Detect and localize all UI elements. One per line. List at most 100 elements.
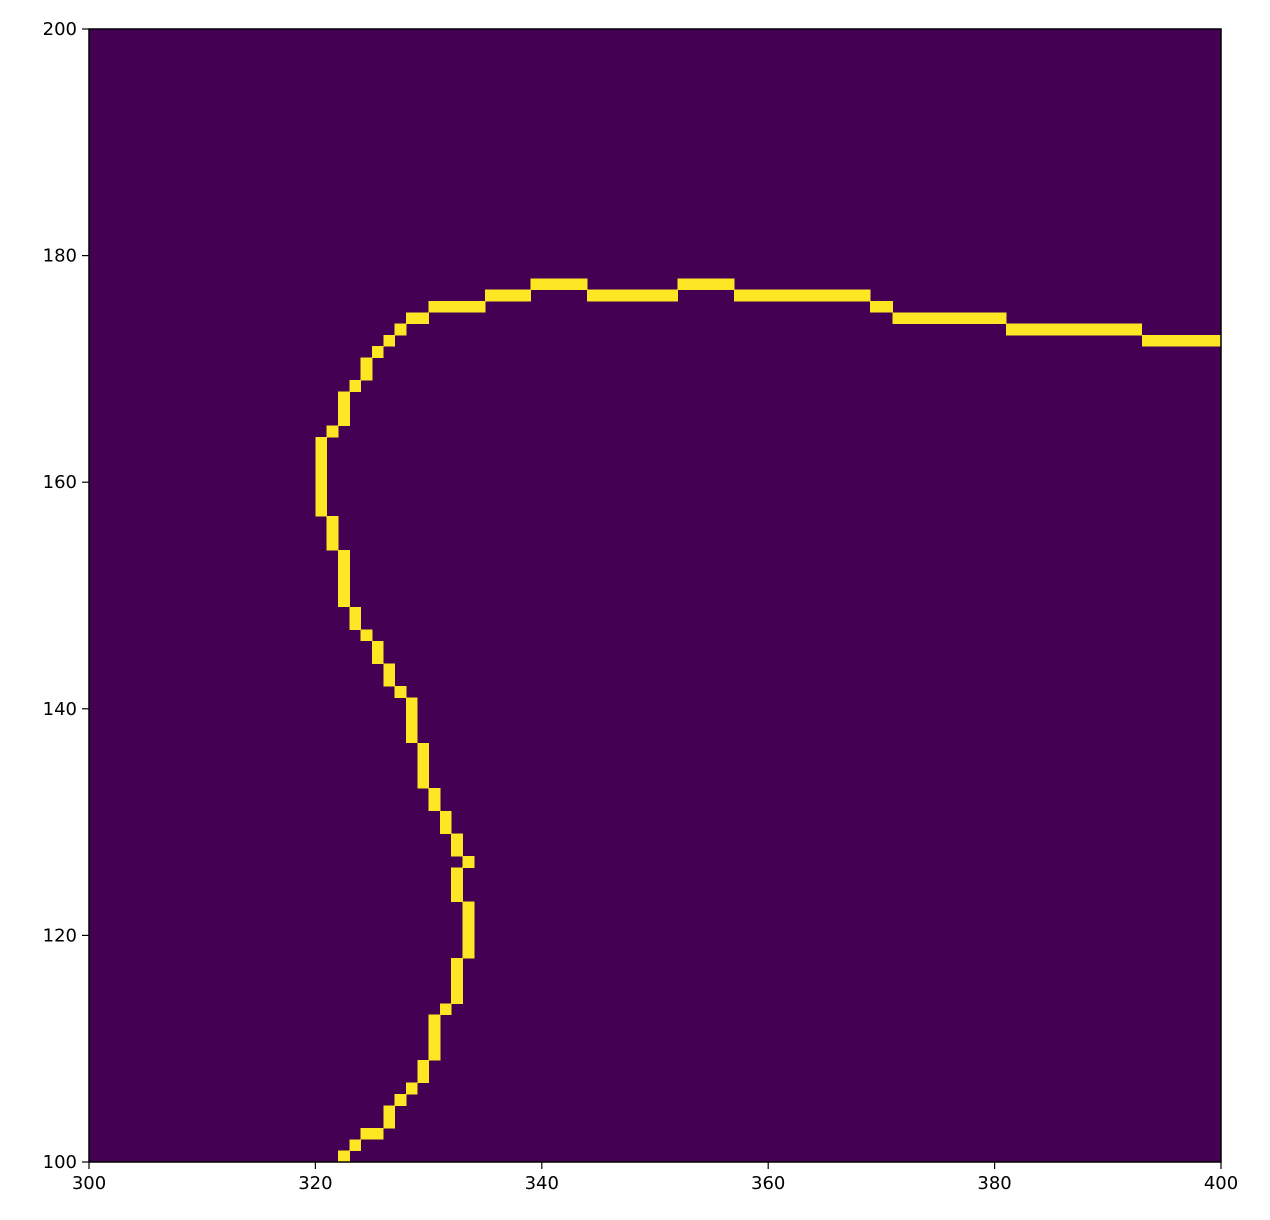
contour-pixel (553, 278, 565, 290)
contour-pixel (439, 822, 452, 834)
contour-pixel (326, 425, 339, 438)
contour-pixel (802, 289, 814, 302)
contour-pixel (349, 380, 362, 392)
contour-pixel (1062, 323, 1075, 336)
contour-pixel (360, 629, 373, 642)
contour-pixel (451, 969, 463, 982)
contour-pixel (349, 606, 362, 619)
contour-pixel (383, 334, 396, 347)
contour-pixel (904, 312, 916, 324)
x-tick-label: 340 (525, 1173, 559, 1194)
contour-pixel (1039, 323, 1052, 336)
x-tick-label: 380 (977, 1173, 1011, 1194)
contour-pixel (711, 278, 724, 290)
contour-pixel (315, 448, 328, 460)
contour-pixel (417, 742, 429, 755)
contour-pixel (1119, 323, 1131, 336)
contour-pixel (1085, 323, 1097, 336)
contour-pixel (1005, 323, 1018, 336)
contour-pixel (847, 289, 860, 302)
contour-pixel (338, 584, 350, 596)
contour-pixel (315, 482, 328, 494)
y-axis: 100 120 140 160 180 200 (43, 19, 89, 1173)
contour-pixel (417, 312, 429, 324)
contour-pixel (1028, 323, 1041, 336)
contour-pixel (462, 924, 475, 936)
axes-frame (88, 28, 1222, 1163)
contour-pixel (915, 312, 928, 324)
contour-pixel (700, 278, 712, 290)
contour-pixel (1096, 323, 1109, 336)
contour-pixel (372, 640, 384, 653)
contour-pixel (451, 878, 463, 891)
contour-pixel (462, 946, 475, 959)
contour-pixel (451, 833, 463, 846)
contour-pixel (451, 992, 463, 1004)
contour-pixel (632, 289, 645, 302)
contour-pixel (338, 402, 350, 415)
contour-pixel (326, 538, 339, 551)
contour-pixel (858, 289, 871, 302)
contour-pixel (451, 300, 463, 313)
contour-pixel (496, 289, 509, 302)
contour-pixel (813, 289, 826, 302)
contour-pixel (428, 1037, 441, 1050)
contour-pixel (338, 391, 350, 404)
contour-pixel (326, 527, 339, 540)
contour-pixel (405, 312, 418, 324)
contour-pixel (315, 459, 328, 472)
contour-pixel (405, 697, 418, 710)
contour-pixel (1141, 334, 1154, 347)
contour-pixel (462, 856, 475, 868)
contour-pixel (1164, 334, 1177, 347)
contour-pixel (462, 901, 475, 914)
contour-pixel (507, 289, 520, 302)
contour-pixel (383, 1105, 396, 1118)
contour-pixel (598, 289, 611, 302)
contour-pixel (688, 278, 701, 290)
contour-pixel (462, 912, 475, 925)
contour-pixel (315, 504, 328, 517)
contour-pixel (417, 1071, 429, 1084)
contour-pixel (360, 1128, 373, 1140)
contour-pixel (609, 289, 622, 302)
contour-pixel (643, 289, 656, 302)
plot-area (89, 29, 1221, 1162)
contour-pixel (1130, 323, 1143, 336)
contour-pixel (462, 300, 475, 313)
contour-pixel (338, 1150, 350, 1163)
contour-pixel (768, 289, 780, 302)
contour-pixel (1153, 334, 1165, 347)
contour-pixel (349, 1139, 362, 1152)
contour-pixel (564, 278, 577, 290)
contour-pixel (960, 312, 973, 324)
contour-pixel (473, 300, 486, 313)
contour-pixel (417, 754, 429, 766)
contour-pixel (790, 289, 803, 302)
contour-pixel (439, 300, 452, 313)
contour-pixel (666, 289, 679, 302)
contour-pixel (428, 1026, 441, 1038)
contour-pixel (530, 278, 543, 290)
contour-pixel (1209, 334, 1222, 347)
contour-pixel (451, 844, 463, 857)
contour-pixel (315, 436, 328, 449)
contour-pixel (394, 1094, 407, 1106)
contour-pixel (994, 312, 1007, 324)
contour-pixel (338, 414, 350, 426)
x-axis: 300 320 340 360 380 400 (72, 1162, 1238, 1194)
contour-pixel (417, 776, 429, 789)
contour-pixel (1187, 334, 1199, 347)
contour-pixel (983, 312, 995, 324)
contour-pixel (394, 323, 407, 336)
contour-pixel (722, 278, 735, 290)
contour-layer (315, 278, 1222, 1163)
contour-pixel (383, 1116, 396, 1129)
contour-pixel (1107, 323, 1120, 336)
x-tick-label: 300 (72, 1173, 106, 1194)
contour-pixel (405, 1082, 418, 1095)
contour-pixel (428, 799, 441, 812)
contour-pixel (405, 731, 418, 744)
contour-pixel (756, 289, 769, 302)
